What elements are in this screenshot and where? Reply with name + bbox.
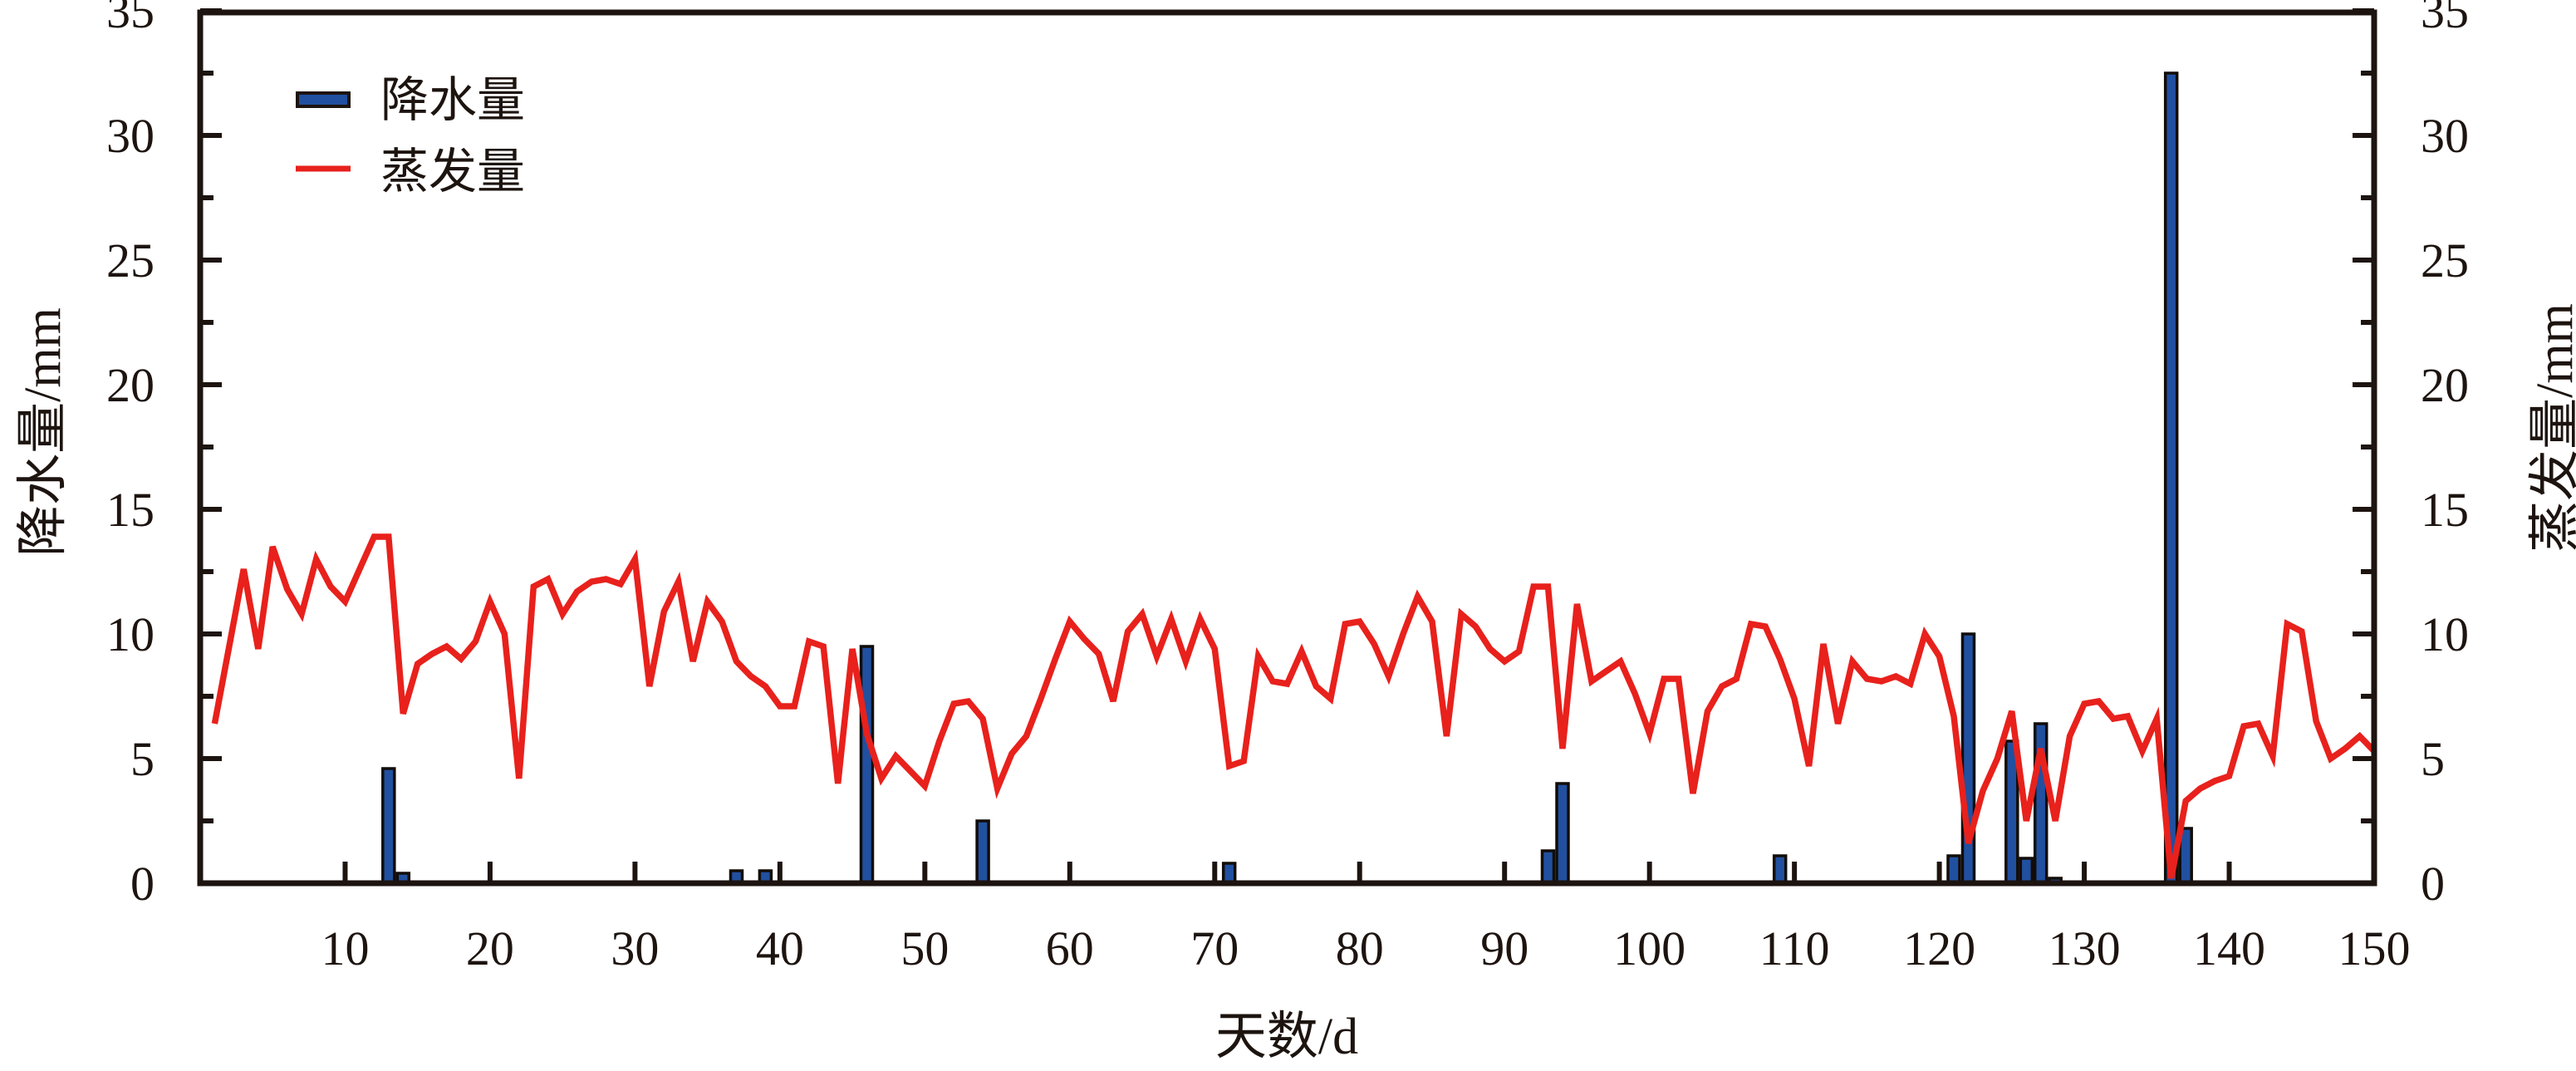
precip-bar-day-71 xyxy=(1221,862,1237,885)
legend: 降水量 蒸发量 xyxy=(296,73,525,199)
x-tick-label-60: 60 xyxy=(1046,921,1094,975)
x-tick-label-140: 140 xyxy=(2193,921,2265,975)
legend-precipitation-label: 降水量 xyxy=(380,73,525,127)
axis-ticks xyxy=(200,8,2377,886)
left-tick-label-10: 10 xyxy=(106,607,155,661)
precip-bar-day-126 xyxy=(2019,857,2034,885)
right-tick-label-0: 0 xyxy=(2421,857,2445,911)
axis-tick-labels: 0 0 5 5 10 10 15 15 20 20 25 25 30 30 35 35 10 20 30 40 50 60… xyxy=(106,0,2469,975)
left-tick-label-20: 20 xyxy=(106,358,155,412)
right-tick-label-20: 20 xyxy=(2421,358,2469,412)
precip-bar-day-136 xyxy=(2163,71,2179,885)
left-tick-label-15: 15 xyxy=(106,483,155,537)
left-axis-title: 降水量/mm xyxy=(15,307,71,557)
precip-bar-day-109 xyxy=(1772,854,1788,885)
precip-bar-day-54 xyxy=(975,819,990,885)
precip-bar-day-93 xyxy=(1540,849,1556,885)
legend-precipitation-swatch xyxy=(296,91,351,108)
right-tick-label-10: 10 xyxy=(2421,607,2469,661)
x-tick-label-150: 150 xyxy=(2338,921,2411,975)
right-tick-label-30: 30 xyxy=(2421,109,2469,163)
x-tick-label-120: 120 xyxy=(1903,921,1975,975)
precip-bar-day-121 xyxy=(1946,854,1961,885)
precip-bar-day-127 xyxy=(2033,722,2049,885)
precip-bar-day-94 xyxy=(1555,782,1570,885)
x-tick-label-80: 80 xyxy=(1336,921,1384,975)
right-tick-label-5: 5 xyxy=(2421,732,2445,786)
x-tick-label-130: 130 xyxy=(2049,921,2121,975)
x-tick-label-70: 70 xyxy=(1190,921,1239,975)
x-tick-label-30: 30 xyxy=(611,921,659,975)
x-tick-label-20: 20 xyxy=(466,921,514,975)
evaporation-polyline xyxy=(211,533,2377,879)
x-tick-label-10: 10 xyxy=(321,921,369,975)
left-tick-label-30: 30 xyxy=(106,109,155,163)
right-tick-label-35: 35 xyxy=(2421,0,2469,38)
left-tick-label-0: 0 xyxy=(130,857,155,911)
x-tick-label-110: 110 xyxy=(1759,921,1830,975)
right-tick-label-25: 25 xyxy=(2421,233,2469,287)
left-tick-label-35: 35 xyxy=(106,0,155,38)
precip-bar-day-122 xyxy=(1960,632,1976,885)
x-tick-label-40: 40 xyxy=(756,921,804,975)
x-tick-label-100: 100 xyxy=(1613,921,1685,975)
precipitation-bars xyxy=(381,71,2193,885)
left-tick-label-25: 25 xyxy=(106,233,155,287)
x-axis-title: 天数/d xyxy=(1215,1009,1358,1065)
evaporation-line xyxy=(211,533,2377,879)
right-axis-title: 蒸发量/mm xyxy=(2527,303,2576,553)
left-tick-label-5: 5 xyxy=(130,732,155,786)
x-tick-label-50: 50 xyxy=(900,921,949,975)
precip-bar-day-46 xyxy=(859,645,875,885)
legend-evaporation-label: 蒸发量 xyxy=(380,145,525,199)
precip-bar-day-13 xyxy=(381,767,396,885)
x-tick-label-90: 90 xyxy=(1480,921,1528,975)
right-tick-label-15: 15 xyxy=(2421,483,2469,537)
